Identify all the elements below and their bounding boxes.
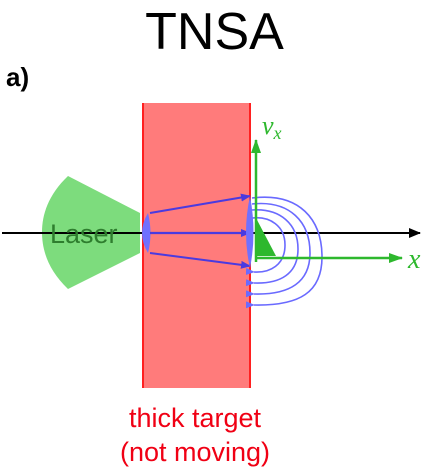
x-axis-label: x bbox=[407, 244, 421, 275]
field-loop-3 bbox=[245, 202, 311, 298]
panel-label: a) bbox=[6, 62, 30, 92]
field-loop-2 bbox=[245, 209, 299, 287]
front-absorption-spot bbox=[142, 213, 151, 253]
electron-ray-upper bbox=[149, 193, 251, 214]
vx-axis-label-main: v bbox=[262, 111, 274, 140]
vx-axis-label: vx bbox=[262, 111, 282, 143]
target-caption-line2: (not moving) bbox=[119, 437, 271, 467]
rear-sheath-layer bbox=[246, 196, 254, 268]
ion-velocity-distribution bbox=[256, 218, 276, 256]
field-loop-1 bbox=[245, 217, 286, 275]
target-caption-line1: thick target bbox=[128, 403, 262, 433]
electron-ray-lower bbox=[149, 252, 251, 269]
target-slab bbox=[143, 103, 250, 388]
diagram-title: TNSA bbox=[145, 3, 284, 61]
vx-axis-label-sub: x bbox=[273, 123, 282, 143]
laser-label: Laser bbox=[50, 219, 118, 249]
